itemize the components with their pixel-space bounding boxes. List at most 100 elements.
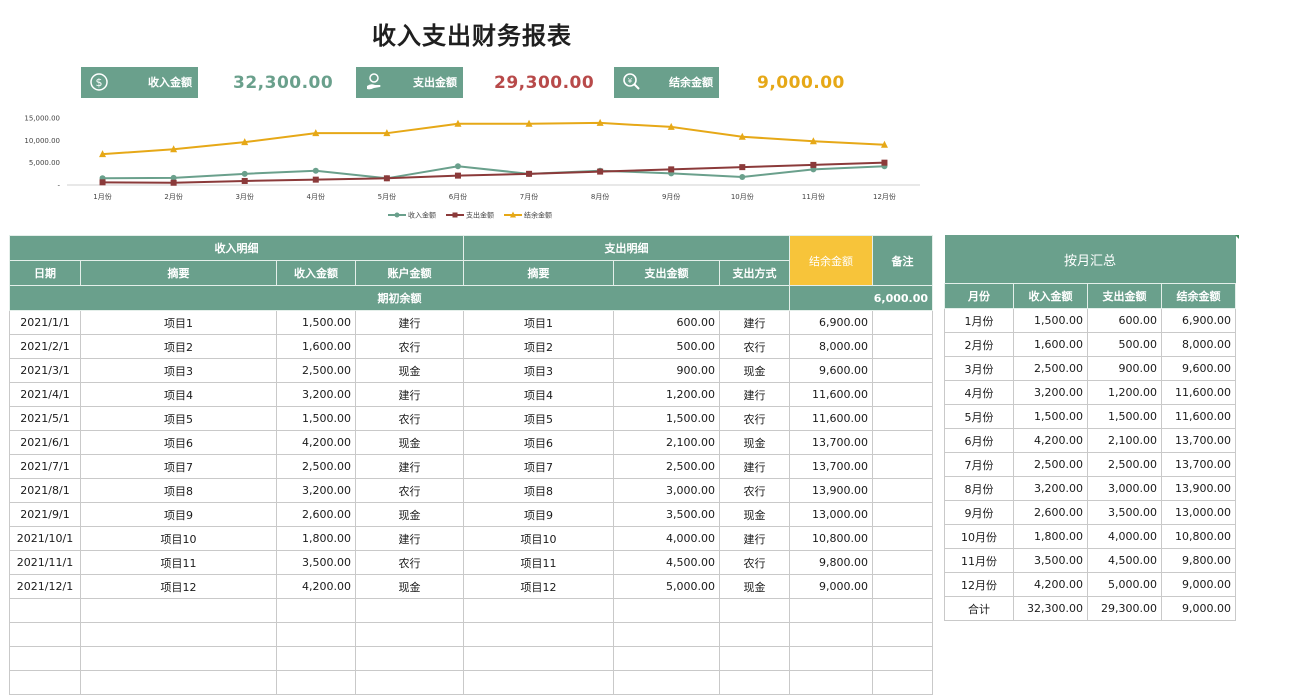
month-income-cell[interactable]: 2,500.00 — [1013, 356, 1088, 381]
expense-desc-cell[interactable]: 项目11 — [463, 550, 614, 575]
month-expense-cell[interactable]: 900.00 — [1087, 356, 1162, 381]
month-expense-cell[interactable]: 4,500.00 — [1087, 548, 1162, 573]
remark-cell[interactable] — [872, 430, 934, 455]
month-income-cell[interactable]: 1,800.00 — [1013, 524, 1088, 549]
month-expense-total-cell[interactable]: 29,300.00 — [1087, 596, 1162, 621]
pay-method-cell[interactable]: 农行 — [718, 334, 791, 359]
balance-cell[interactable]: 9,800.00 — [789, 550, 874, 575]
expense-desc-cell[interactable]: 项目5 — [463, 406, 614, 431]
account-cell[interactable]: 农行 — [355, 406, 464, 431]
expense-desc-cell[interactable]: 项目12 — [463, 574, 614, 599]
month-expense-cell[interactable]: 3,500.00 — [1087, 500, 1162, 525]
expense-desc-cell[interactable]: 项目8 — [463, 478, 614, 503]
account-cell[interactable]: 现金 — [355, 574, 464, 599]
expense-amount-cell[interactable]: 3,000.00 — [613, 478, 720, 503]
empty-cell[interactable] — [613, 622, 720, 647]
month-expense-cell[interactable]: 2,500.00 — [1087, 452, 1162, 477]
pay-method-cell[interactable]: 建行 — [718, 310, 791, 335]
expense-desc-cell[interactable]: 项目2 — [463, 334, 614, 359]
expense-amount-cell[interactable]: 1,500.00 — [613, 406, 720, 431]
empty-cell[interactable] — [9, 598, 81, 623]
pay-method-cell[interactable]: 现金 — [718, 358, 791, 383]
income-amount-cell[interactable]: 3,200.00 — [276, 478, 356, 503]
remark-cell[interactable] — [872, 478, 934, 503]
balance-cell[interactable]: 9,000.00 — [789, 574, 874, 599]
empty-cell[interactable] — [80, 670, 277, 695]
expense-amount-cell[interactable]: 1,200.00 — [613, 382, 720, 407]
month-income-cell[interactable]: 1,500.00 — [1013, 404, 1088, 429]
empty-cell[interactable] — [872, 670, 934, 695]
month-balance-cell[interactable]: 6,900.00 — [1160, 308, 1237, 333]
month-balance-cell[interactable]: 13,700.00 — [1160, 452, 1237, 477]
expense-amount-cell[interactable]: 4,500.00 — [613, 550, 720, 575]
empty-cell[interactable] — [872, 598, 934, 623]
remark-cell[interactable] — [872, 454, 934, 479]
month-cell[interactable]: 9月份 — [944, 500, 1014, 525]
account-cell[interactable]: 建行 — [355, 454, 464, 479]
income-amount-cell[interactable]: 3,200.00 — [276, 382, 356, 407]
empty-cell[interactable] — [872, 622, 934, 647]
income-desc-cell[interactable]: 项目4 — [80, 382, 277, 407]
income-amount-cell[interactable]: 1,500.00 — [276, 406, 356, 431]
date-cell[interactable]: 2021/4/1 — [9, 382, 81, 407]
pay-method-cell[interactable]: 现金 — [718, 502, 791, 527]
expense-amount-cell[interactable]: 2,100.00 — [613, 430, 720, 455]
expense-desc-cell[interactable]: 项目6 — [463, 430, 614, 455]
month-expense-cell[interactable]: 600.00 — [1087, 308, 1162, 333]
month-cell[interactable]: 1月份 — [944, 308, 1014, 333]
month-expense-cell[interactable]: 1,200.00 — [1087, 380, 1162, 405]
date-cell[interactable]: 2021/7/1 — [9, 454, 81, 479]
expense-desc-cell[interactable]: 项目1 — [463, 310, 614, 335]
income-desc-cell[interactable]: 项目5 — [80, 406, 277, 431]
expense-amount-cell[interactable]: 500.00 — [613, 334, 720, 359]
empty-cell[interactable] — [80, 646, 277, 671]
expense-desc-cell[interactable]: 项目10 — [463, 526, 614, 551]
month-income-cell[interactable]: 2,500.00 — [1013, 452, 1088, 477]
empty-cell[interactable] — [718, 646, 791, 671]
income-desc-cell[interactable]: 项目3 — [80, 358, 277, 383]
expense-amount-cell[interactable]: 5,000.00 — [613, 574, 720, 599]
month-cell[interactable]: 3月份 — [944, 356, 1014, 381]
account-cell[interactable]: 现金 — [355, 358, 464, 383]
income-amount-cell[interactable]: 1,500.00 — [276, 310, 356, 335]
date-cell[interactable]: 2021/10/1 — [9, 526, 81, 551]
month-income-cell[interactable]: 3,500.00 — [1013, 548, 1088, 573]
total-label-cell[interactable]: 合计 — [944, 596, 1014, 621]
empty-cell[interactable] — [355, 670, 464, 695]
empty-cell[interactable] — [276, 622, 356, 647]
income-desc-cell[interactable]: 项目11 — [80, 550, 277, 575]
expense-desc-cell[interactable]: 项目7 — [463, 454, 614, 479]
date-cell[interactable]: 2021/12/1 — [9, 574, 81, 599]
empty-cell[interactable] — [718, 598, 791, 623]
income-desc-cell[interactable]: 项目7 — [80, 454, 277, 479]
pay-method-cell[interactable]: 建行 — [718, 454, 791, 479]
balance-cell[interactable]: 9,600.00 — [789, 358, 874, 383]
empty-cell[interactable] — [80, 598, 277, 623]
expense-desc-cell[interactable]: 项目9 — [463, 502, 614, 527]
empty-cell[interactable] — [613, 598, 720, 623]
empty-cell[interactable] — [789, 598, 874, 623]
empty-cell[interactable] — [463, 670, 614, 695]
remark-cell[interactable] — [872, 382, 934, 407]
date-cell[interactable]: 2021/8/1 — [9, 478, 81, 503]
empty-cell[interactable] — [789, 670, 874, 695]
month-income-cell[interactable]: 1,600.00 — [1013, 332, 1088, 357]
income-amount-cell[interactable]: 1,800.00 — [276, 526, 356, 551]
remark-cell[interactable] — [872, 310, 934, 335]
empty-cell[interactable] — [613, 646, 720, 671]
month-cell[interactable]: 7月份 — [944, 452, 1014, 477]
empty-cell[interactable] — [355, 598, 464, 623]
expense-desc-cell[interactable]: 项目4 — [463, 382, 614, 407]
month-balance-cell[interactable]: 9,600.00 — [1160, 356, 1237, 381]
pay-method-cell[interactable]: 现金 — [718, 430, 791, 455]
account-cell[interactable]: 建行 — [355, 526, 464, 551]
income-desc-cell[interactable]: 项目6 — [80, 430, 277, 455]
balance-cell[interactable]: 13,700.00 — [789, 430, 874, 455]
income-desc-cell[interactable]: 项目8 — [80, 478, 277, 503]
month-balance-cell[interactable]: 13,700.00 — [1160, 428, 1237, 453]
date-cell[interactable]: 2021/11/1 — [9, 550, 81, 575]
month-cell[interactable]: 12月份 — [944, 572, 1014, 597]
empty-cell[interactable] — [276, 598, 356, 623]
remark-cell[interactable] — [872, 358, 934, 383]
income-desc-cell[interactable]: 项目9 — [80, 502, 277, 527]
